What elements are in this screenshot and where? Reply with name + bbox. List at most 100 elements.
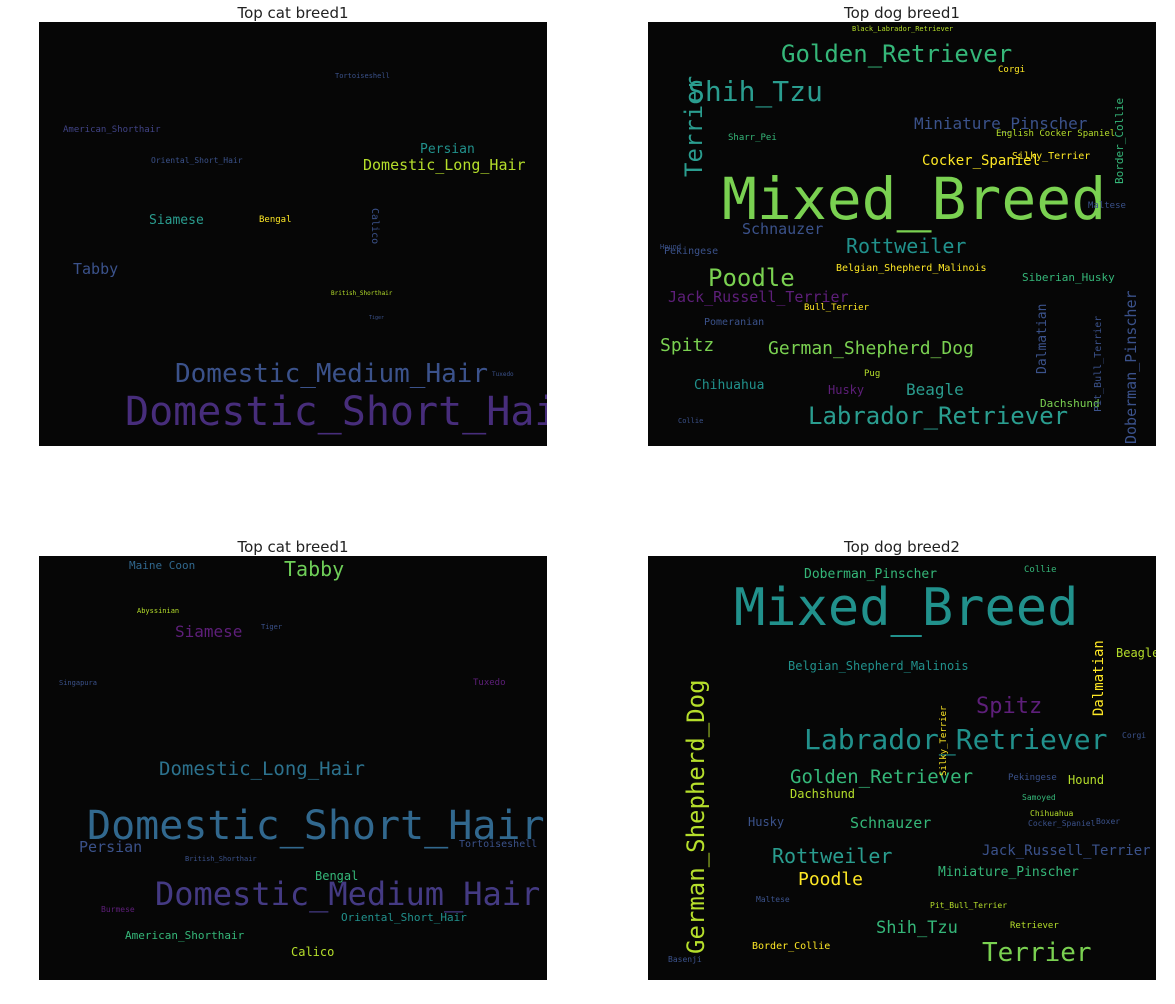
cloud-word: Mixed_Breed <box>734 578 1079 638</box>
cloud-word: Miniature_Pinscher <box>938 865 1079 880</box>
cloud-word: Belgian_Shepherd_Malinois <box>788 659 969 673</box>
cloud-word: Jack_Russell_Terrier <box>982 843 1151 859</box>
cloud-word: Shih_Tzu <box>688 75 823 108</box>
cloud-word: Schnauzer <box>742 220 824 238</box>
cloud-word: Sharr_Pei <box>728 133 777 143</box>
cloud-word: Calico <box>369 208 380 245</box>
cloud-word: Dalmatian <box>1091 640 1107 716</box>
panel-title: Top cat breed1 <box>237 4 349 22</box>
cloud-word: Golden_Retriever <box>790 766 974 788</box>
cloud-word: German_Shepherd_Dog <box>768 338 974 359</box>
cloud-word: Collie <box>1024 565 1057 575</box>
cloud-word: Tabby <box>73 260 119 278</box>
cloud-word: Maine Coon <box>129 559 196 572</box>
cloud-word: Siamese <box>149 213 204 228</box>
cloud-word: Border_Collie <box>752 941 831 952</box>
cloud-word: Burmese <box>101 905 135 914</box>
cloud-word: Spitz <box>660 335 715 356</box>
cloud-word: Poodle <box>708 264 795 292</box>
cloud-word: Calico <box>291 945 335 959</box>
cloud-word: Pomeranian <box>704 317 765 328</box>
word-cloud-cat-breed1: Domestic_Short_Hair Domestic_Medium_Hair… <box>39 22 547 446</box>
cloud-word: Terrier <box>680 75 708 177</box>
cloud-word: American_Shorthair <box>125 929 245 942</box>
cloud-word: Belgian_Shepherd_Malinois <box>836 263 987 274</box>
word-cloud-cat-breed2: Domestic_Short_Hair Domestic_Medium_Hair… <box>39 556 547 980</box>
cloud-word: Siamese <box>175 622 243 641</box>
cloud-word: Corgi <box>1122 731 1147 740</box>
cloud-word: Tortoiseshell <box>459 839 538 850</box>
cloud-word: Siberian_Husky <box>1022 271 1115 284</box>
cloud-word: Domestic_Long_Hair <box>363 156 526 174</box>
cloud-word: Tiger <box>369 315 385 321</box>
panel-title: Top cat breed1 <box>237 538 349 556</box>
cloud-word: Jack_Russell_Terrier <box>668 288 849 306</box>
word-cloud-dog-breed1: Mixed_Breed Golden_Retriever Shih_Tzu Te… <box>648 22 1156 446</box>
cloud-word: Domestic_Long_Hair <box>159 758 365 780</box>
cloud-word: Beagle <box>906 380 964 399</box>
cloud-word: Hound <box>660 243 682 251</box>
cloud-word: Poodle <box>798 869 864 890</box>
cloud-word: Doberman_Pinscher <box>1122 290 1140 444</box>
cloud-word: Persian <box>79 838 143 856</box>
cloud-word: American_Shorthair <box>63 125 161 135</box>
cloud-word: Maltese <box>1088 201 1126 211</box>
cloud-word: Shih_Tzu <box>876 918 958 938</box>
cloud-word: Pit_Bull_Terrier <box>1093 315 1104 412</box>
cloud-word: Spitz <box>976 694 1043 719</box>
cloud-word: Domestic_Short_Hair <box>87 803 545 849</box>
cloud-word: British_Shorthair <box>185 855 257 863</box>
cloud-word: Schnauzer <box>850 814 932 832</box>
cloud-word: Tiger <box>261 623 283 631</box>
cloud-word: Silky_Terrier <box>939 705 949 776</box>
cloud-word: Domestic_Medium_Hair <box>175 359 489 389</box>
cloud-word: Husky <box>828 383 865 397</box>
cloud-word: Chihuahua <box>694 378 765 393</box>
cloud-word: Tortoiseshell <box>335 72 390 80</box>
cloud-word: Pekingese <box>664 246 719 257</box>
cloud-word: Collie <box>678 417 704 425</box>
panel-title: Top dog breed1 <box>844 4 960 22</box>
cloud-word: English Cocker Spaniel <box>996 129 1116 139</box>
cloud-word: Terrier <box>982 938 1092 968</box>
cloud-word: Oriental_Short_Hair <box>341 911 467 924</box>
cloud-word: Maltese <box>756 895 790 904</box>
cloud-word: Cocker_Spaniel <box>1028 819 1096 828</box>
cloud-word: Singapura <box>59 679 97 687</box>
cloud-word: British_Shorthair <box>331 290 393 297</box>
cloud-word: Tuxedo <box>473 678 506 688</box>
cloud-word: Dachshund <box>1040 397 1100 410</box>
cloud-word: Basenji <box>668 955 702 964</box>
cloud-word: Beagle <box>1116 646 1156 660</box>
cloud-word: Domestic_Short_Hair <box>125 389 547 435</box>
cloud-word: Samoyed <box>1022 793 1056 802</box>
cloud-word: Pekingese <box>1008 773 1057 783</box>
cloud-word: Labrador_Retriever <box>804 723 1108 756</box>
cloud-word: German_Shepherd_Dog <box>682 679 710 954</box>
cloud-word: Pug <box>864 369 881 379</box>
cloud-word: Dalmatian <box>1035 303 1050 374</box>
cloud-word: Bengal <box>259 215 292 225</box>
cloud-word: Chihuahua <box>1030 809 1074 818</box>
cloud-word: Mixed_Breed <box>722 165 1107 233</box>
cloud-word: Cocker_Spaniel <box>922 153 1041 169</box>
cloud-word: Silky_Terrier <box>1012 151 1091 162</box>
cloud-word: Border_Collie <box>1113 97 1126 184</box>
cloud-word: Persian <box>420 142 475 157</box>
cloud-word: Labrador_Retriever <box>808 402 1069 430</box>
cloud-word: Domestic_Medium_Hair <box>155 875 541 913</box>
cloud-word: Retriever <box>1010 921 1059 931</box>
panel-title: Top dog breed2 <box>844 538 960 556</box>
cloud-word: Rottweiler <box>846 234 967 258</box>
cloud-word: Black_Labrador_Retriever <box>852 25 954 33</box>
cloud-word: Oriental_Short_Hair <box>151 156 243 165</box>
cloud-word: Rottweiler <box>772 844 893 868</box>
cloud-word: Bengal <box>315 869 359 883</box>
cloud-word: Hound <box>1068 773 1105 787</box>
cloud-word: Tabby <box>284 557 345 581</box>
cloud-word: Corgi <box>998 65 1026 75</box>
cloud-word: Pit_Bull_Terrier <box>930 901 1008 910</box>
cloud-word: Boxer <box>1096 817 1121 826</box>
cloud-word: Husky <box>748 815 785 829</box>
word-cloud-dog-breed2: Mixed_Breed Doberman_Pinscher Collie Bel… <box>648 556 1156 980</box>
